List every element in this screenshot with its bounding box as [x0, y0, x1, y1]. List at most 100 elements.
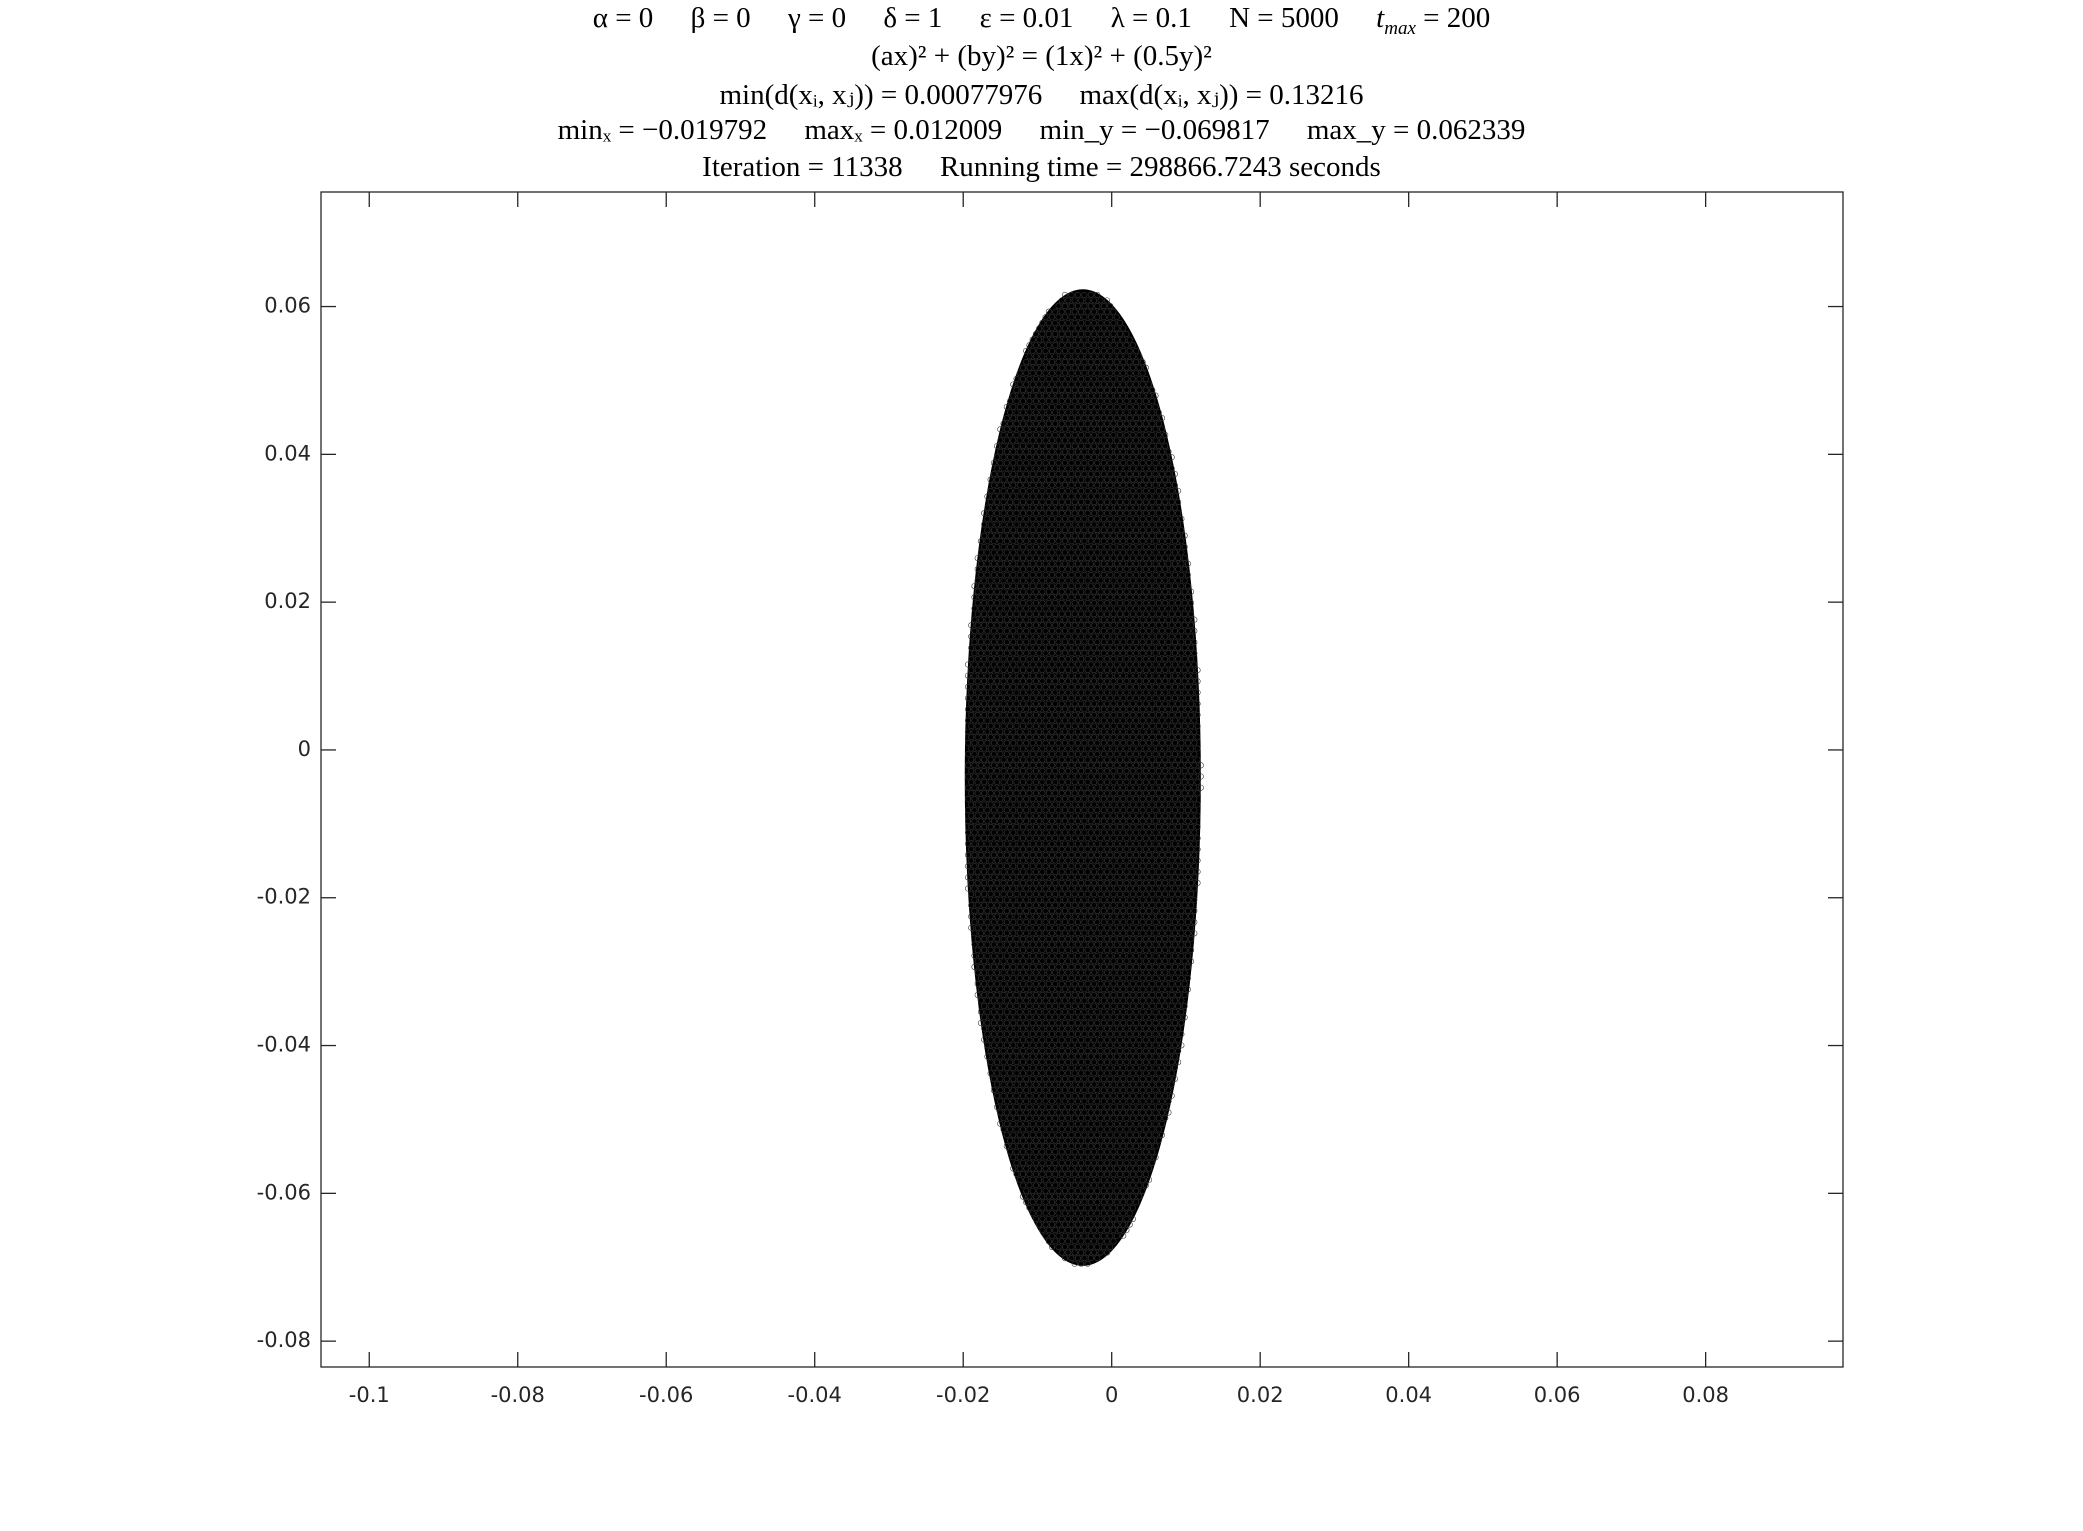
- scatter-point: [1149, 588, 1156, 595]
- scatter-point: [1058, 364, 1065, 371]
- scatter-point: [1142, 711, 1149, 718]
- scatter-point: [1013, 655, 1020, 662]
- scatter-point: [1139, 359, 1146, 366]
- scatter-point: [1178, 616, 1185, 623]
- scatter-point: [1087, 818, 1094, 825]
- scatter-point: [974, 689, 981, 696]
- scatter-point: [1094, 583, 1101, 590]
- scatter-point: [1023, 493, 1030, 500]
- scatter-point: [1036, 515, 1043, 522]
- scatter-point: [1097, 734, 1104, 741]
- scatter-point: [1152, 840, 1159, 847]
- scatter-point: [1191, 695, 1198, 702]
- scatter-point: [1120, 583, 1127, 590]
- scatter-point: [1016, 683, 1023, 690]
- scatter-point: [1055, 482, 1062, 489]
- param-lambda: λ = 0.1: [1110, 2, 1192, 34]
- scatter-point: [1045, 835, 1052, 842]
- scatter-point: [1129, 779, 1136, 786]
- scatter-point: [1116, 767, 1123, 774]
- scatter-point: [1032, 443, 1039, 450]
- scatter-point: [1032, 342, 1039, 349]
- scatter-point: [1110, 566, 1117, 573]
- scatter-point: [1100, 571, 1107, 578]
- scatter-point: [1107, 403, 1114, 410]
- scatter-point: [987, 555, 994, 562]
- scatter-point: [984, 695, 991, 702]
- scatter-point: [981, 846, 988, 853]
- scatter-point: [1165, 807, 1172, 814]
- scatter-point: [1045, 588, 1052, 595]
- scatter-point: [1013, 734, 1020, 741]
- scatter-point: [1000, 487, 1007, 494]
- scatter-point: [1084, 398, 1091, 405]
- scatter-point: [1071, 319, 1078, 326]
- scatter-point: [1068, 415, 1075, 422]
- scatter-point: [1055, 661, 1062, 668]
- scatter-point: [1003, 773, 1010, 780]
- scatter-point: [1045, 398, 1052, 405]
- scatter-point: [1058, 454, 1065, 461]
- scatter-point: [984, 739, 991, 746]
- scatter-point: [1049, 650, 1056, 657]
- scatter-point: [1042, 325, 1049, 332]
- scatter-point: [1084, 801, 1091, 808]
- scatter-point: [1162, 566, 1169, 573]
- scatter-point: [1097, 566, 1104, 573]
- scatter-point: [1039, 532, 1046, 539]
- scatter-point: [1171, 829, 1178, 836]
- scatter-point: [1026, 599, 1033, 606]
- scatter-point: [1010, 583, 1017, 590]
- scatter-point: [1162, 801, 1169, 808]
- scatter-point: [1142, 398, 1149, 405]
- scatter-point: [1055, 325, 1062, 332]
- scatter-point: [1078, 745, 1085, 752]
- scatter-point: [997, 560, 1004, 567]
- scatter-point: [1116, 375, 1123, 382]
- scatter-point: [1052, 723, 1059, 730]
- scatter-point: [987, 599, 994, 606]
- scatter-point: [1091, 443, 1098, 450]
- scatter-point: [1165, 639, 1172, 646]
- scatter-point: [1188, 678, 1195, 685]
- scatter-point: [1074, 818, 1081, 825]
- scatter-point: [1084, 835, 1091, 842]
- scatter-point: [974, 655, 981, 662]
- scatter-point: [1045, 443, 1052, 450]
- scatter-point: [1042, 605, 1049, 612]
- scatter-point: [1181, 711, 1188, 718]
- scatter-point: [1091, 409, 1098, 416]
- scatter-point: [1149, 443, 1156, 450]
- scatter-point: [1168, 767, 1175, 774]
- scatter-point: [1065, 588, 1072, 595]
- scatter-point: [1019, 364, 1026, 371]
- scatter-point: [1084, 599, 1091, 606]
- scatter-point: [1029, 515, 1036, 522]
- scatter-point: [1074, 336, 1081, 343]
- scatter-point: [1074, 403, 1081, 410]
- scatter-point: [1003, 571, 1010, 578]
- scatter-point: [1026, 835, 1033, 842]
- scatter-point: [1068, 448, 1075, 455]
- scatter-point: [1152, 717, 1159, 724]
- scatter-point: [1036, 773, 1043, 780]
- scatter-point: [1136, 667, 1143, 674]
- scatter-point: [1120, 392, 1127, 399]
- scatter-point: [1107, 784, 1114, 791]
- scatter-point: [1023, 639, 1030, 646]
- scatter-point: [1165, 706, 1172, 713]
- scatter-point: [981, 756, 988, 763]
- scatter-point: [1146, 706, 1153, 713]
- scatter-point: [1091, 711, 1098, 718]
- scatter-point: [1013, 420, 1020, 427]
- scatter-point: [1049, 549, 1056, 556]
- scatter-point: [1116, 420, 1123, 427]
- scatter-point: [1042, 795, 1049, 802]
- scatter-point: [1010, 471, 1017, 478]
- scatter-point: [1058, 611, 1065, 618]
- scatter-point: [1039, 622, 1046, 629]
- scatter-point: [1107, 515, 1114, 522]
- scatter-point: [1094, 426, 1101, 433]
- scatter-point: [1175, 566, 1182, 573]
